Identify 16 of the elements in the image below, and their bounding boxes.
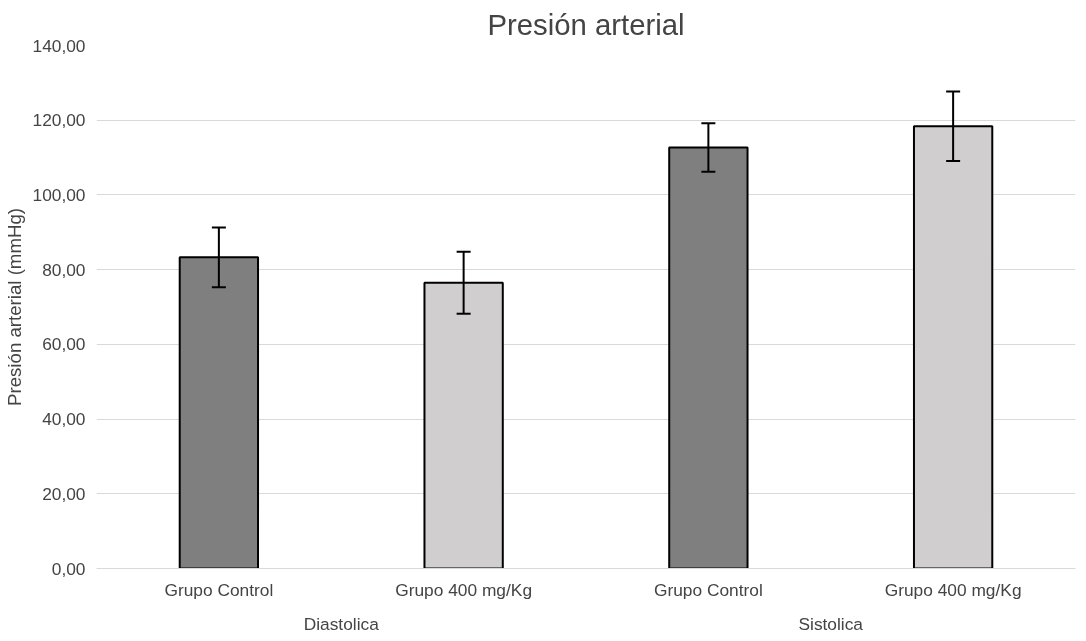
y-tick-label: 100,00 — [32, 184, 86, 205]
chart-title: Presión arterial — [487, 7, 685, 41]
text: Sistolica — [798, 613, 864, 634]
x-tick-label: Grupo Control — [164, 579, 274, 600]
y-tick-label: 60,00 — [42, 334, 86, 355]
y-tick-label: 80,00 — [42, 259, 86, 280]
x-tick-label: Grupo 400 mg/Kg — [884, 579, 1022, 600]
y-tick-label: 40,00 — [42, 409, 86, 430]
y-tick-label: 120,00 — [32, 110, 86, 131]
y-tick-label: 0,00 — [51, 558, 86, 579]
y-tick-label: 20,00 — [42, 483, 86, 504]
x-tick-label: Grupo 400 mg/Kg — [395, 579, 533, 600]
y-tick-label: 140,00 — [32, 35, 86, 56]
x-tick-label: Grupo Control — [653, 579, 763, 600]
y-axis-title: Presión arterial (mmHg) — [3, 207, 25, 406]
text: Diastolica — [303, 613, 380, 634]
